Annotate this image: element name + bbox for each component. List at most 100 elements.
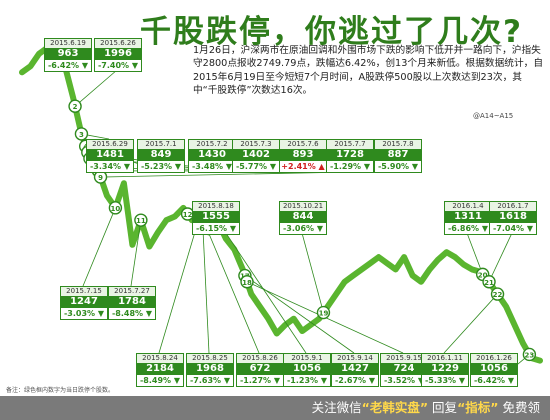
marker-circle — [522, 347, 537, 362]
card-limit-down-count: 1402 — [233, 149, 279, 161]
marker-leader-line — [244, 275, 355, 354]
card-date: 2015.7.1 — [138, 140, 184, 149]
marker-circle — [108, 201, 123, 215]
marker-circle — [490, 287, 505, 301]
limit-down-card: 2015.8.26 672 -1.27% ▼ — [236, 353, 284, 387]
card-date: 2016.1.26 — [471, 354, 517, 363]
watermark-keyword: “指标” — [457, 400, 499, 415]
card-date: 2015.8.26 — [237, 354, 283, 363]
card-date: 2015.6.26 — [95, 39, 141, 48]
marker-number: 12 — [183, 211, 193, 219]
marker-leader-line — [82, 207, 116, 287]
card-date: 2015.9.15 — [381, 354, 427, 363]
marker-number: 9 — [98, 174, 103, 182]
card-change: -7.04% ▼ — [492, 224, 533, 233]
card-date: 2015.7.27 — [109, 287, 155, 296]
card-date: 2016.1.4 — [445, 202, 491, 211]
limit-down-card: 2015.9.15 724 -3.52% ▼ — [380, 353, 428, 387]
footnote: 备注：绿色框内数字为当日跌停个股数。 — [6, 387, 115, 394]
card-limit-down-count: 1430 — [189, 149, 235, 161]
card-change: -7.63% ▼ — [189, 376, 230, 385]
card-limit-down-count: 963 — [45, 48, 91, 60]
card-date: 2015.9.14 — [332, 354, 378, 363]
card-change: -3.03% ▼ — [63, 309, 104, 318]
card-change: -6.15% ▼ — [195, 224, 236, 233]
card-date: 2015.6.19 — [45, 39, 91, 48]
limit-down-card: 2015.9.14 1427 -2.67% ▼ — [331, 353, 379, 387]
card-date: 2015.10.21 — [280, 202, 326, 211]
card-change: -3.52% ▼ — [383, 376, 424, 385]
limit-down-card: 2015.7.7 1728 -1.29% ▼ — [326, 139, 374, 173]
card-change: -6.42% ▼ — [473, 376, 514, 385]
limit-down-card: 2015.7.6 893 +2.41% ▲ — [279, 139, 327, 173]
marker-circle — [68, 99, 82, 113]
card-date: 2015.7.2 — [189, 140, 235, 149]
watermark-account: “老韩实盘” — [361, 400, 429, 415]
headline: 千股跌停，你逃过了几次? — [140, 14, 523, 50]
marker-leader-line — [202, 218, 210, 354]
limit-down-card: 2015.6.29 1481 -3.34% ▼ — [86, 139, 134, 173]
watermark-banner: 关注微信“老韩实盘” 回复“指标” 免费领 — [0, 396, 550, 420]
card-date: 2015.7.7 — [327, 140, 373, 149]
marker-number: 10 — [111, 205, 121, 213]
marker-number: 11 — [136, 217, 146, 225]
page-reference: @A14~A15 — [473, 112, 514, 120]
limit-down-card: 2015.8.25 1968 -7.63% ▼ — [186, 353, 234, 387]
card-limit-down-count: 849 — [138, 149, 184, 161]
marker-number: 2 — [73, 103, 78, 111]
limit-down-card: 2015.7.27 1784 -8.48% ▼ — [108, 286, 156, 320]
marker-circle — [482, 275, 496, 289]
card-change: -3.06% ▼ — [282, 224, 323, 233]
card-date: 2015.7.8 — [375, 140, 421, 149]
card-limit-down-count: 1968 — [187, 363, 233, 375]
marker-number: 22 — [493, 291, 503, 299]
limit-down-card: 2015.7.8 887 -5.90% ▼ — [374, 139, 422, 173]
card-limit-down-count: 1728 — [327, 149, 373, 161]
card-change: -1.23% ▼ — [286, 376, 327, 385]
card-limit-down-count: 1618 — [490, 211, 536, 223]
card-change: -8.48% ▼ — [111, 309, 152, 318]
card-limit-down-count: 844 — [280, 211, 326, 223]
card-limit-down-count: 672 — [237, 363, 283, 375]
limit-down-card: 2015.8.24 2184 -8.49% ▼ — [136, 353, 184, 387]
marker-leader-line — [488, 232, 513, 282]
marker-leader-line — [130, 220, 142, 287]
limit-down-card: 2015.7.2 1430 -3.48% ▼ — [188, 139, 236, 173]
intro-paragraph: 1月26日，沪深两市在原油回调和外围市场下跌的影响下低开并一路向下，沪指失守28… — [193, 45, 544, 97]
card-change: -5.33% ▼ — [424, 376, 465, 385]
card-change: -5.23% ▼ — [140, 162, 181, 171]
card-date: 2016.1.11 — [422, 354, 468, 363]
limit-down-card: 2015.7.3 1402 -5.77% ▼ — [232, 139, 280, 173]
marker-circle — [240, 275, 254, 289]
card-date: 2015.9.1 — [284, 354, 330, 363]
limit-down-card: 2016.1.26 1056 -6.42% ▼ — [470, 353, 518, 387]
card-limit-down-count: 1784 — [109, 296, 155, 308]
marker-number: 21 — [484, 279, 494, 287]
card-limit-down-count: 724 — [381, 363, 427, 375]
marker-circle — [74, 127, 89, 141]
limit-down-card: 2015.9.1 1056 -1.23% ▼ — [283, 353, 331, 387]
card-limit-down-count: 893 — [280, 149, 326, 161]
marker-leader-line — [74, 69, 118, 107]
limit-down-card: 2016.1.7 1618 -7.04% ▼ — [489, 201, 537, 235]
card-limit-down-count: 1996 — [95, 48, 141, 60]
card-change: -5.77% ▼ — [235, 162, 276, 171]
marker-leader-line — [204, 223, 260, 354]
watermark-suffix: 免费领 — [502, 400, 540, 415]
marker-leader-line — [216, 219, 307, 354]
card-date: 2015.7.3 — [233, 140, 279, 149]
card-change: -1.29% ▼ — [329, 162, 370, 171]
marker-number: 23 — [525, 351, 535, 359]
index-series-line — [19, 44, 543, 364]
card-limit-down-count: 1056 — [284, 363, 330, 375]
marker-circle — [134, 213, 148, 227]
card-date: 2015.6.29 — [87, 140, 133, 149]
marker-number: 19 — [319, 310, 329, 318]
card-limit-down-count: 1247 — [61, 296, 107, 308]
card-limit-down-count: 1555 — [193, 211, 239, 223]
card-change: -8.49% ▼ — [139, 376, 180, 385]
card-limit-down-count: 1481 — [87, 149, 133, 161]
card-change: +2.41% ▲ — [281, 162, 325, 171]
card-limit-down-count: 1229 — [422, 363, 468, 375]
card-change: -7.40% ▼ — [97, 61, 138, 70]
